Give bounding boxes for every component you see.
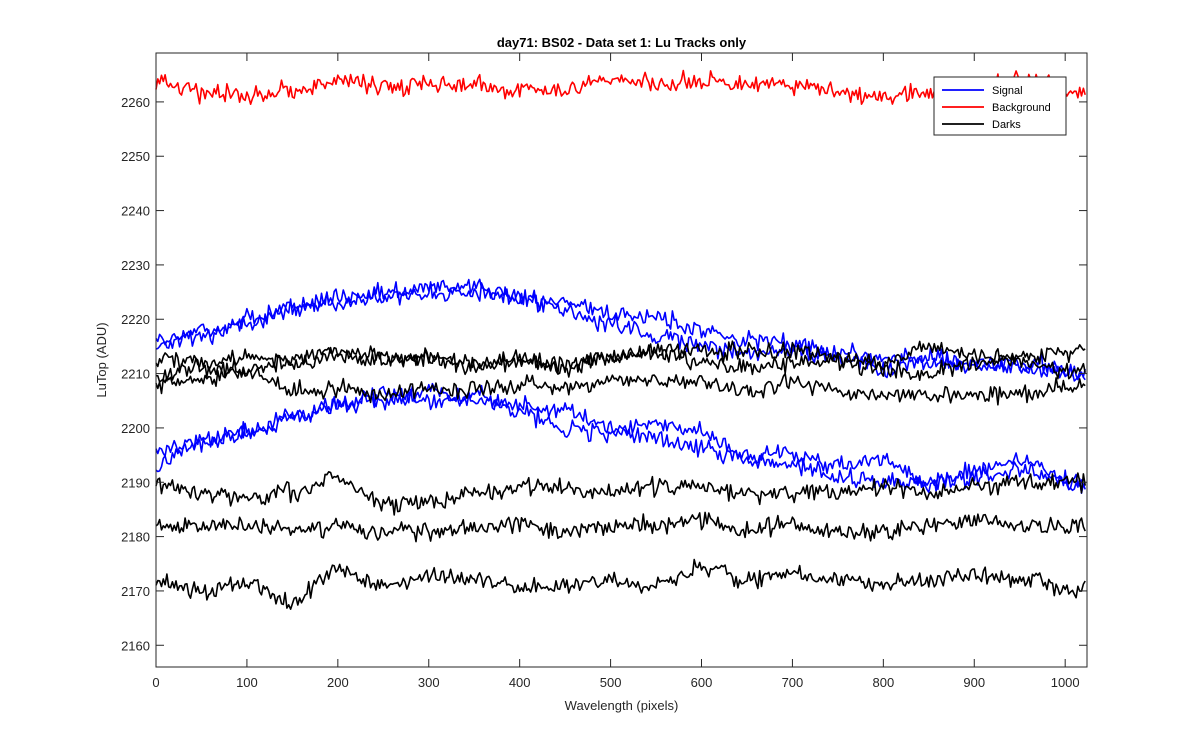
legend-box bbox=[933, 76, 1067, 136]
y-tick-label: 2260 bbox=[121, 95, 150, 110]
x-tick-label: 500 bbox=[600, 675, 622, 690]
x-tick-label: 300 bbox=[418, 675, 440, 690]
series-line-signal-2 bbox=[155, 281, 1086, 382]
y-tick-label: 2210 bbox=[121, 367, 150, 382]
y-tick-label: 2180 bbox=[121, 530, 150, 545]
legend-label-background: Background bbox=[992, 102, 1051, 114]
legend-label-darks: Darks bbox=[992, 119, 1021, 131]
series-line-signal-3 bbox=[155, 384, 1086, 494]
x-tick-label: 900 bbox=[963, 675, 985, 690]
series-layer bbox=[155, 69, 1086, 611]
legend-label-signal: Signal bbox=[992, 85, 1023, 97]
y-tick-label: 2230 bbox=[121, 258, 150, 273]
x-tick-label: 200 bbox=[327, 675, 349, 690]
x-axis-label: Wavelength (pixels) bbox=[565, 698, 679, 713]
y-tick-label: 2190 bbox=[121, 475, 150, 490]
series-line-darks-5 bbox=[155, 511, 1086, 543]
legend: Signal Background Darks bbox=[933, 76, 1067, 136]
y-tick-label: 2170 bbox=[121, 584, 150, 599]
x-tick-label: 700 bbox=[782, 675, 804, 690]
series-line-background-1 bbox=[155, 69, 1086, 105]
ticks-layer: 0 100 200 300 400 500 600 700 800 900 1000 2160 2170… bbox=[121, 53, 1087, 690]
y-tick-label: 2160 bbox=[121, 638, 150, 653]
y-tick-label: 2200 bbox=[121, 421, 150, 436]
series-line-signal-4 bbox=[155, 382, 1086, 495]
chart-title: day71: BS02 - Data set 1: Lu Tracks only bbox=[497, 35, 747, 50]
x-tick-label: 1000 bbox=[1051, 675, 1080, 690]
series-line-darks-4 bbox=[155, 470, 1086, 516]
x-tick-label: 100 bbox=[236, 675, 258, 690]
x-tick-label: 600 bbox=[691, 675, 713, 690]
series-line-darks-2 bbox=[155, 343, 1086, 383]
y-tick-label: 2220 bbox=[121, 312, 150, 327]
series-line-darks-3 bbox=[155, 366, 1086, 406]
x-tick-label: 800 bbox=[872, 675, 894, 690]
x-tick-label: 400 bbox=[509, 675, 531, 690]
axes-box bbox=[155, 52, 1088, 668]
y-tick-label: 2240 bbox=[121, 204, 150, 219]
y-tick-label: 2250 bbox=[121, 149, 150, 164]
series-line-darks-6 bbox=[155, 558, 1086, 611]
x-tick-label: 0 bbox=[152, 675, 159, 690]
y-axis-label: LuTop (ADU) bbox=[94, 322, 109, 397]
